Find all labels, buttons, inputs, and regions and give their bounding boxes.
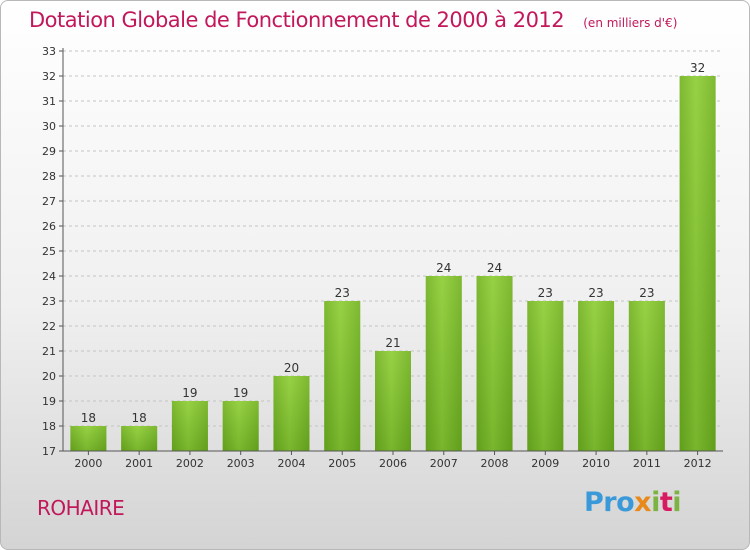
y-tick-label: 32 — [42, 70, 56, 83]
y-tick-label: 29 — [42, 145, 56, 158]
y-tick-label: 25 — [42, 245, 56, 258]
data-label: 20 — [284, 361, 299, 375]
data-label: 24 — [487, 261, 502, 275]
y-tick-label: 24 — [42, 270, 56, 283]
x-tick-label: 2004 — [277, 457, 305, 470]
data-label: 32 — [690, 61, 705, 75]
data-label: 24 — [436, 261, 451, 275]
data-label: 21 — [385, 336, 400, 350]
bar-shade — [425, 276, 462, 451]
y-tick-label: 28 — [42, 170, 56, 183]
data-label: 19 — [233, 386, 248, 400]
bar-shade — [476, 276, 513, 451]
data-label: 23 — [588, 286, 603, 300]
data-label: 18 — [132, 411, 147, 425]
y-tick-label: 21 — [42, 345, 56, 358]
logo-part-1: Pro — [584, 487, 635, 518]
bar-shade — [273, 376, 310, 451]
bar-shade — [171, 401, 208, 451]
commune-name: ROHAIRE — [37, 496, 125, 520]
x-tick-label: 2007 — [430, 457, 458, 470]
x-tick-label: 2008 — [481, 457, 509, 470]
bar-shade — [527, 301, 564, 451]
bar-shade — [628, 301, 665, 451]
y-tick-label: 31 — [42, 95, 56, 108]
bar-shade — [679, 76, 716, 451]
x-tick-label: 2011 — [633, 457, 661, 470]
x-tick-label: 2002 — [176, 457, 204, 470]
bar-shade — [121, 426, 158, 451]
x-tick-label: 2000 — [74, 457, 102, 470]
y-tick-label: 19 — [42, 395, 56, 408]
x-tick-label: 2010 — [582, 457, 610, 470]
x-tick-label: 2009 — [531, 457, 559, 470]
y-tick-label: 23 — [42, 295, 56, 308]
y-tick-label: 27 — [42, 195, 56, 208]
y-tick-label: 30 — [42, 120, 56, 133]
bar-shade — [375, 351, 411, 451]
x-tick-label: 2001 — [125, 457, 153, 470]
data-label: 23 — [335, 286, 350, 300]
y-tick-label: 22 — [42, 320, 56, 333]
y-tick-label: 26 — [42, 220, 56, 233]
logo-part-4: t — [659, 487, 673, 518]
logo-part-5: i — [672, 487, 682, 518]
y-tick-label: 17 — [42, 445, 56, 458]
data-label: 23 — [639, 286, 654, 300]
bar-shade — [578, 301, 615, 451]
title-unit: (en milliers d'€) — [583, 16, 678, 30]
proxiti-logo: Proxiti — [584, 487, 682, 518]
logo-part-3: i — [651, 487, 660, 518]
bar-shade — [222, 401, 259, 451]
chart-title: Dotation Globale de Fonctionnement de 20… — [29, 8, 677, 32]
bar-shade — [324, 301, 361, 451]
x-tick-label: 2012 — [684, 457, 712, 470]
data-label: 18 — [81, 411, 96, 425]
logo-part-2: x — [634, 487, 652, 518]
x-tick-label: 2003 — [227, 457, 255, 470]
data-label: 19 — [182, 386, 197, 400]
y-tick-label: 18 — [42, 420, 56, 433]
bar-shade — [70, 426, 107, 451]
data-label: 23 — [538, 286, 553, 300]
x-tick-label: 2005 — [328, 457, 356, 470]
title-text: Dotation Globale de Fonctionnement de 20… — [29, 8, 565, 32]
y-tick-label: 20 — [42, 370, 56, 383]
x-tick-label: 2006 — [379, 457, 407, 470]
y-tick-label: 33 — [42, 45, 56, 58]
